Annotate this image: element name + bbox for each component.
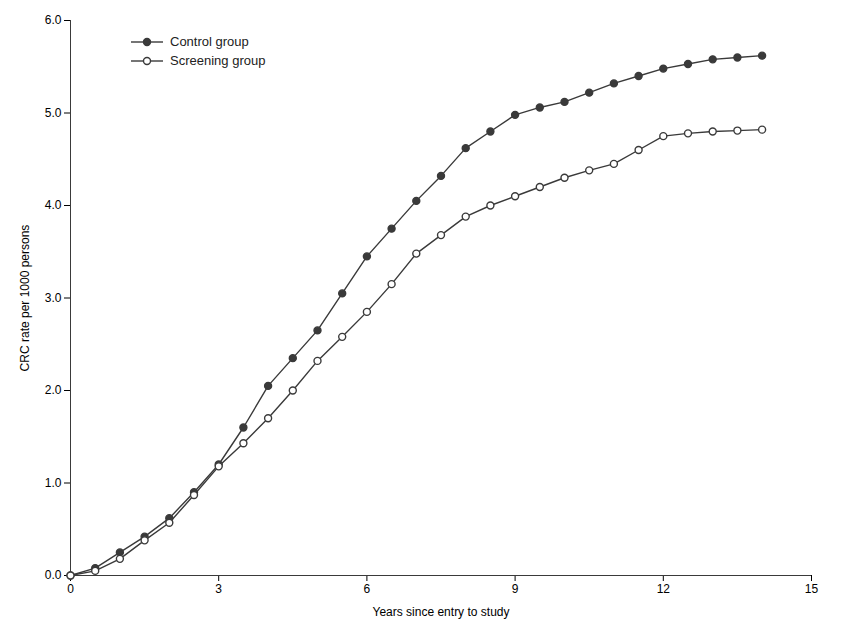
svg-text:6.0: 6.0 xyxy=(45,13,62,27)
html-text:Screening group: Screening group xyxy=(170,53,266,68)
svg-text:9: 9 xyxy=(512,582,519,596)
svg-text:4.0: 4.0 xyxy=(45,198,62,212)
svg-text:12: 12 xyxy=(657,582,671,596)
svg-text:0: 0 xyxy=(67,582,74,596)
svg-text:3: 3 xyxy=(215,582,222,596)
svg-text:1.0: 1.0 xyxy=(45,476,62,490)
svg-text:Years since entry to study: Years since entry to study xyxy=(373,605,510,619)
svg-text:3.0: 3.0 xyxy=(45,291,62,305)
svg-text:6: 6 xyxy=(364,582,371,596)
svg-text:0.0: 0.0 xyxy=(45,568,62,582)
svg-text:CRC rate per 1000 persons: CRC rate per 1000 persons xyxy=(18,225,32,372)
html-text:Control group: Control group xyxy=(170,34,249,49)
svg-text:5.0: 5.0 xyxy=(45,106,62,120)
svg-text:2.0: 2.0 xyxy=(45,383,62,397)
svg-text:15: 15 xyxy=(805,582,819,596)
